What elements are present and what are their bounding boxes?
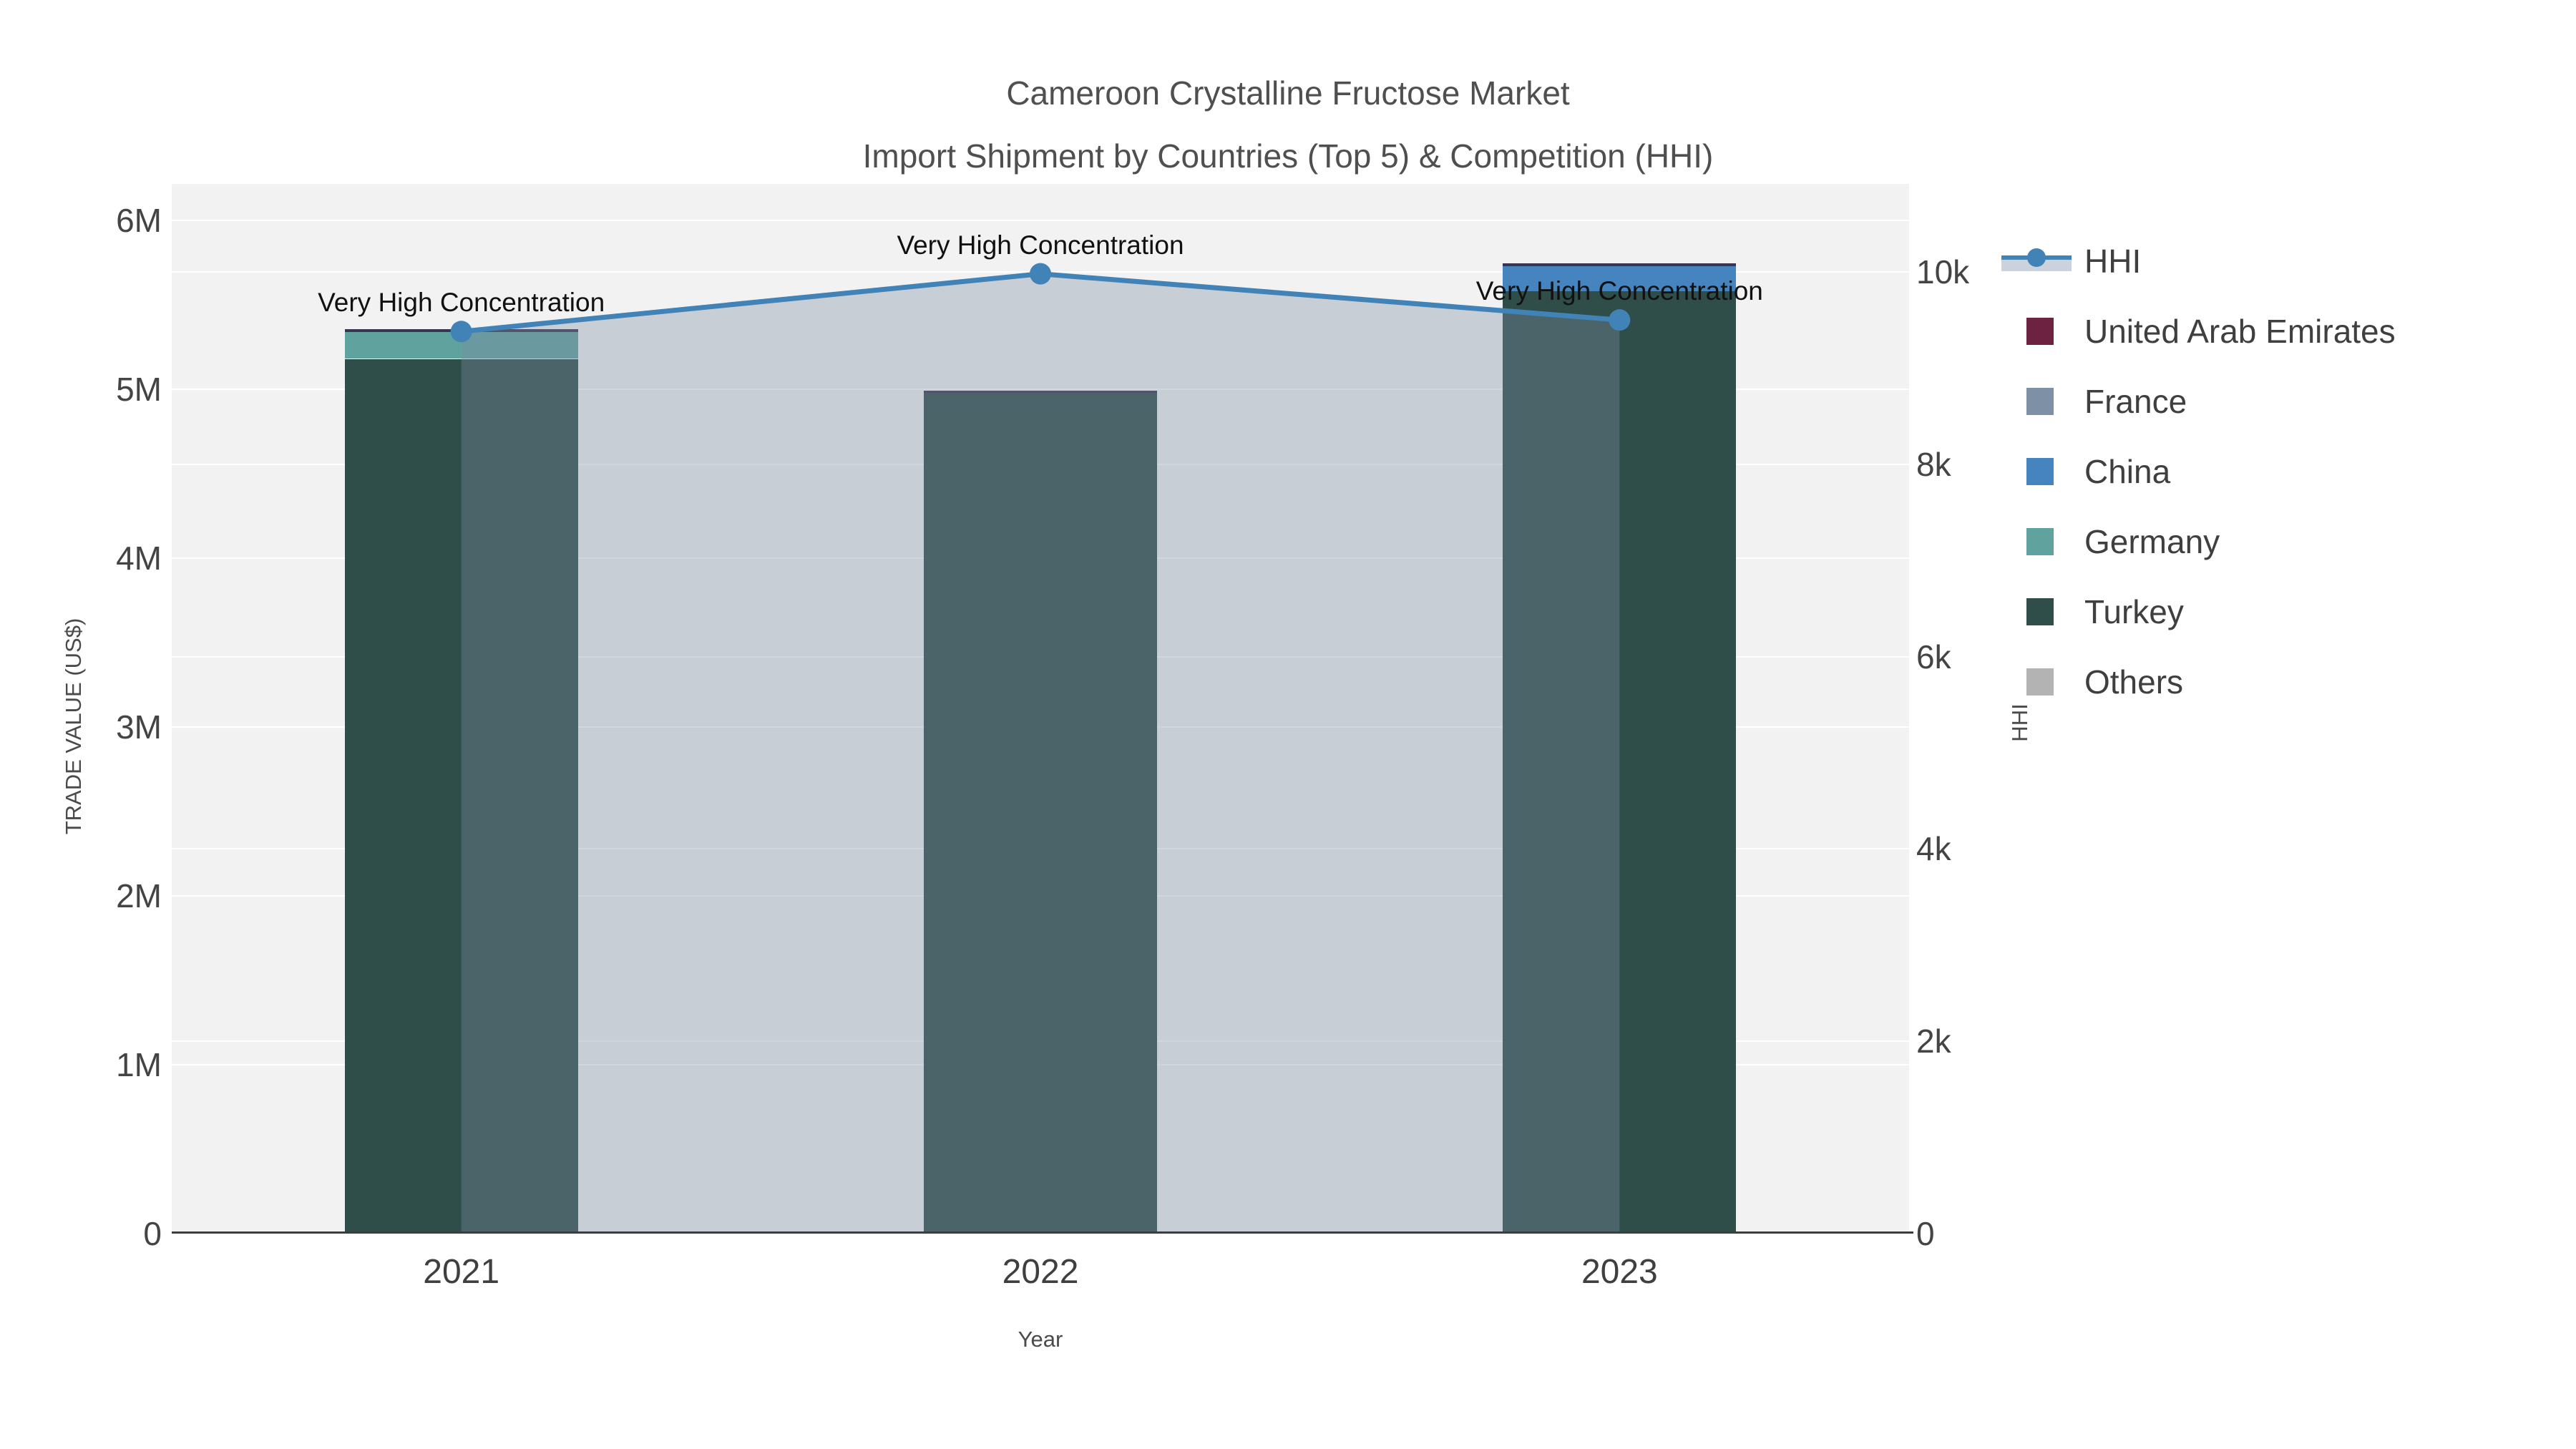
y-right-tick-10k: 10k [1916, 253, 1970, 291]
legend-label: China [2084, 453, 2171, 490]
legend-item-hhi[interactable]: HHI [2000, 226, 2551, 296]
bar-segment-turkey-2022[interactable] [924, 392, 1157, 1234]
legend-label: Others [2084, 663, 2184, 701]
chart-title-line2: Import Shipment by Countries (Top 5) & C… [862, 137, 1714, 175]
bar-segment-united-arab-emirates-2021[interactable] [344, 329, 578, 332]
annotation-2022: Very High Concentration [897, 230, 1184, 260]
y-left-tick-6M: 6M [116, 201, 162, 239]
gridline-left-6000000 [172, 219, 1909, 221]
y-left-tick-2M: 2M [116, 877, 162, 914]
bar-segment-united-arab-emirates-2023[interactable] [1503, 263, 1737, 266]
bar-segment-turkey-2023[interactable] [1503, 291, 1737, 1234]
hhi-line-swatch-icon [2000, 245, 2073, 277]
legend-item-others[interactable]: Others [2000, 647, 2551, 717]
annotation-2023: Very High Concentration [1475, 276, 1763, 306]
hhi-marker-swatch [2027, 248, 2046, 267]
turkey-color-swatch [2026, 598, 2054, 625]
legend-label: Turkey [2084, 593, 2184, 630]
annotation-2021: Very High Concentration [318, 288, 605, 318]
legend-item-united-arab-emirates[interactable]: United Arab Emirates [2000, 296, 2551, 366]
x-tick-2022: 2022 [1002, 1253, 1079, 1291]
legend: HHI United Arab Emirates France China Ge… [2000, 226, 2551, 717]
legend-item-turkey[interactable]: Turkey [2000, 577, 2551, 647]
x-axis-line [172, 1231, 1913, 1234]
y-axis-left-title: TRADE VALUE (US$) [61, 618, 86, 835]
legend-label: HHI [2084, 243, 2142, 280]
uae-color-swatch [2026, 318, 2054, 345]
france-color-swatch [2026, 388, 2054, 415]
y-right-tick-4k: 4k [1916, 830, 1951, 868]
germany-color-swatch [2026, 528, 2054, 555]
x-tick-2021: 2021 [423, 1253, 500, 1291]
y-left-tick-3M: 3M [116, 708, 162, 746]
legend-label: France [2084, 383, 2187, 420]
legend-item-china[interactable]: China [2000, 436, 2551, 507]
x-tick-2023: 2023 [1581, 1253, 1658, 1291]
bar-segment-turkey-2021[interactable] [344, 358, 578, 1234]
legend-label: Germany [2084, 523, 2220, 560]
y-right-tick-8k: 8k [1916, 445, 1951, 483]
y-right-tick-2k: 2k [1916, 1023, 1951, 1060]
chart-title-line1: Cameroon Crystalline Fructose Market [1006, 74, 1570, 112]
gridline-left-5000000 [172, 388, 1909, 390]
y-left-tick-0: 0 [143, 1215, 162, 1252]
legend-item-germany[interactable]: Germany [2000, 507, 2551, 577]
y-right-tick-0: 0 [1916, 1215, 1935, 1252]
legend-item-france[interactable]: France [2000, 366, 2551, 436]
y-left-tick-1M: 1M [116, 1045, 162, 1083]
x-axis-title: Year [1018, 1327, 1063, 1352]
legend-label: United Arab Emirates [2084, 313, 2396, 350]
chart-title: Cameroon Crystalline Fructose Market Imp… [0, 62, 2576, 187]
y-left-tick-5M: 5M [116, 370, 162, 408]
bar-segment-germany-2021[interactable] [344, 331, 578, 359]
others-color-swatch [2026, 668, 2054, 696]
y-left-tick-4M: 4M [116, 539, 162, 577]
china-color-swatch [2026, 458, 2054, 485]
y-right-tick-6k: 6k [1916, 638, 1951, 675]
bar-segment-united-arab-emirates-2022[interactable] [924, 391, 1157, 393]
